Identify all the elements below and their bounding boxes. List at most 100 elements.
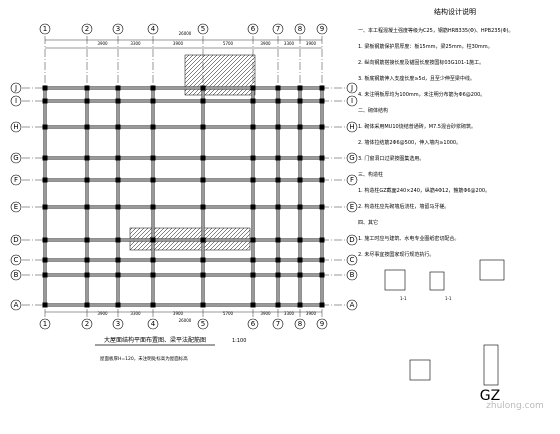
column <box>115 85 121 91</box>
axis-label: 6 <box>251 25 256 33</box>
axis-label: 6 <box>251 320 256 328</box>
axis-bubble <box>10 95 22 107</box>
axis-label: 9 <box>320 320 324 328</box>
plan-title: 大屋面结构平面布置图、梁平法配筋图 <box>104 336 206 344</box>
watermark: zhulong.com <box>486 401 544 411</box>
axis-label: J <box>14 84 17 92</box>
column <box>150 204 156 210</box>
column <box>42 155 48 161</box>
column <box>297 98 303 104</box>
dim-text: 3900 <box>97 311 108 316</box>
detail <box>384 269 406 291</box>
column <box>297 85 303 91</box>
column <box>115 237 121 243</box>
note-line: 1. 构造柱GZ截面240×240，纵筋4Φ12，箍筋Φ6@200。 <box>358 187 490 194</box>
note-line: 4. 未注明板厚均为100mm，未注明分布筋为Φ6@200。 <box>358 91 485 98</box>
column <box>84 98 90 104</box>
dim-text: 3300 <box>284 41 295 46</box>
beam <box>298 87 302 306</box>
axis-label: 8 <box>298 320 302 328</box>
axis-label: A <box>350 301 355 309</box>
column <box>42 85 48 91</box>
axis-bubble <box>247 23 259 35</box>
axis-bubble <box>346 299 358 311</box>
column <box>275 302 281 308</box>
column <box>42 257 48 263</box>
total-dim: 26000 <box>179 31 192 36</box>
column <box>319 155 325 161</box>
column <box>275 177 281 183</box>
dim-text: 3300 <box>284 311 295 316</box>
axis-bubble <box>10 254 22 266</box>
dim-text: 3900 <box>97 41 108 46</box>
note-line: 2. 墙体拉结筋2Φ6@500，伸入墙内≥1000。 <box>358 139 461 146</box>
dim-text: 3900 <box>173 311 184 316</box>
column <box>319 302 325 308</box>
column <box>275 85 281 91</box>
axis-bubble <box>346 201 358 213</box>
axis-label: G <box>349 154 354 162</box>
axis-bubble <box>10 174 22 186</box>
axis-label: H <box>349 123 354 131</box>
column <box>42 98 48 104</box>
axis-label: 7 <box>276 25 280 33</box>
column <box>84 204 90 210</box>
note-line: 2. 未尽事宜按国家现行规范执行。 <box>358 251 434 258</box>
axis-bubble <box>10 299 22 311</box>
column <box>115 257 121 263</box>
column <box>115 204 121 210</box>
column <box>115 124 121 130</box>
axis-label: F <box>350 176 354 184</box>
beam <box>151 87 155 306</box>
beam <box>201 87 205 306</box>
column <box>84 177 90 183</box>
column <box>200 124 206 130</box>
axis-bubble <box>346 95 358 107</box>
column <box>84 237 90 243</box>
plan-note: 屋面板厚H=120，未注明处标高为屋面标高 <box>100 355 188 362</box>
column <box>200 177 206 183</box>
column <box>150 124 156 130</box>
column <box>150 177 156 183</box>
column <box>275 155 281 161</box>
column <box>297 204 303 210</box>
column <box>84 155 90 161</box>
column <box>115 177 121 183</box>
axis-bubble <box>346 269 358 281</box>
axis-bubble <box>10 121 22 133</box>
axis-label: 1 <box>43 25 47 33</box>
axis-label: I <box>351 97 353 105</box>
column <box>200 85 206 91</box>
note-line: 四、其它 <box>358 219 378 226</box>
axis-bubble <box>272 318 284 330</box>
axis-label: 4 <box>151 25 156 33</box>
axis-bubble <box>316 23 328 35</box>
axis-label: 9 <box>320 25 324 33</box>
column <box>319 177 325 183</box>
column <box>297 155 303 161</box>
column <box>200 302 206 308</box>
dim-text: 3900 <box>260 41 271 46</box>
axis-bubble <box>10 201 22 213</box>
axis-label: 5 <box>201 320 205 328</box>
column <box>200 237 206 243</box>
axis-bubble <box>346 152 358 164</box>
column <box>42 177 48 183</box>
axis-bubble <box>294 318 306 330</box>
section-label: 1-1 <box>445 296 452 301</box>
axis-label: E <box>14 203 18 211</box>
column <box>250 257 256 263</box>
column <box>200 204 206 210</box>
axis-label: B <box>350 271 355 279</box>
column <box>275 257 281 263</box>
column <box>275 98 281 104</box>
column <box>275 204 281 210</box>
axis-bubble <box>10 82 22 94</box>
column <box>84 257 90 263</box>
column <box>297 237 303 243</box>
column <box>150 302 156 308</box>
column <box>250 155 256 161</box>
axis-label: C <box>350 256 355 264</box>
column <box>319 204 325 210</box>
note-line: 二、砌体结构 <box>358 107 388 114</box>
